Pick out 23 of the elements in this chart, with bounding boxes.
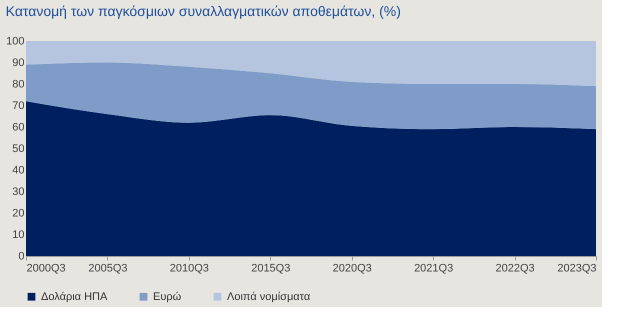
y-tick-label: 90 <box>12 57 24 69</box>
x-tick-label: 2005Q3 <box>88 262 128 274</box>
y-tick-label: 10 <box>12 229 24 241</box>
y-tick-label: 70 <box>12 100 24 112</box>
x-tick-label: 2020Q3 <box>332 262 372 274</box>
legend-label: Δολάρια ΗΠΑ <box>41 290 108 303</box>
y-tick-label: 30 <box>12 186 24 198</box>
legend-label: Ευρώ <box>153 290 182 303</box>
y-tick-label: 20 <box>12 208 24 220</box>
y-tick-label: 40 <box>12 164 24 176</box>
x-tick-label: 2015Q3 <box>251 262 290 274</box>
y-tick-label: 80 <box>12 78 24 90</box>
legend-label: Λοιπά νομίσματα <box>227 290 311 303</box>
x-tick-label: 2000Q3 <box>26 262 66 274</box>
x-tick-label: 2022Q3 <box>495 262 535 274</box>
x-tick-label: 2010Q3 <box>170 262 209 274</box>
chart-title: Κατανομή των παγκόσμιων συναλλαγματικών αποθεμάτων, (%) <box>6 3 401 19</box>
x-tick-label: 2021Q3 <box>414 262 454 274</box>
y-tick-label: 0 <box>18 250 24 262</box>
y-tick-label: 50 <box>12 143 24 155</box>
x-tick-label: 2023Q3 <box>557 262 596 274</box>
y-tick-label: 60 <box>12 122 24 134</box>
y-tick-label: 100 <box>6 36 24 48</box>
